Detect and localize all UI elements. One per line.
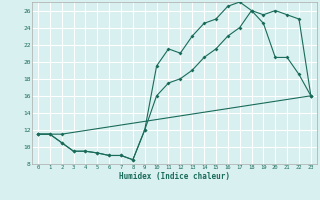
X-axis label: Humidex (Indice chaleur): Humidex (Indice chaleur) <box>119 172 230 181</box>
